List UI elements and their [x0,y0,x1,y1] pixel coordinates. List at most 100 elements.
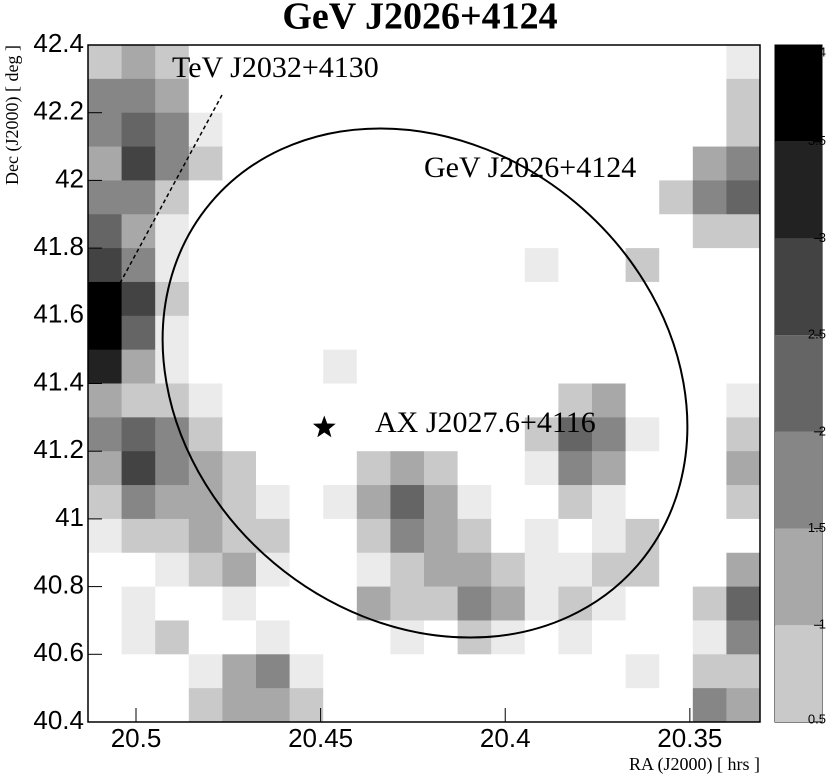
heatmap-cell [256,180,291,215]
heatmap-cell [558,112,593,148]
heatmap-cell [289,214,324,249]
heatmap-cell [491,281,526,317]
heatmap-cell [491,45,526,80]
heatmap-cell [88,281,123,317]
heatmap-cell [356,315,391,351]
heatmap-cell [356,620,391,655]
heatmap-cell [625,248,660,283]
heatmap-cell [726,45,761,80]
heatmap-cell [256,112,291,148]
y-tick-label: 42 [55,163,84,193]
colorbar-tick-label: 0.5 [808,711,826,726]
heatmap-cell [659,620,694,655]
colorbar-tick-label: 1.5 [808,520,826,535]
heatmap-cell [558,281,593,317]
heatmap-cell [188,417,223,452]
heatmap-cell [155,654,190,689]
heatmap-cell [457,485,492,520]
heatmap-cell [323,552,358,588]
heatmap-cell [88,45,123,80]
heatmap-cell [625,620,660,655]
heatmap-cell [659,281,694,317]
heatmap-cell [491,248,526,283]
heatmap-cell [692,349,727,384]
heatmap-cell [659,214,694,249]
heatmap-cell [222,688,257,723]
heatmap-cell [558,688,593,723]
heatmap-cell [88,349,123,384]
heatmap-cell [88,214,123,249]
x-tick-label: 20.45 [288,723,353,753]
heatmap-cell [88,451,123,486]
heatmap-cell [424,315,459,351]
heatmap-cell [558,146,593,181]
heatmap-cell [558,45,593,80]
colorbar-band [775,625,822,722]
heatmap-cell [592,112,627,148]
heatmap-cell [457,417,492,452]
heatmap-cell [424,383,459,418]
heatmap-cell [692,417,727,452]
x-tick-label: 20.5 [111,723,162,753]
x-tick-label: 20.35 [657,723,722,753]
heatmap-cell [155,518,190,554]
heatmap-cell [625,180,660,215]
heatmap-cell [692,214,727,249]
heatmap-cell [424,146,459,181]
heatmap-cell [692,112,727,148]
heatmap-cell [558,214,593,249]
heatmap-cell [625,383,660,418]
heatmap-cell [222,248,257,283]
heatmap-cell [491,112,526,148]
heatmap-cell [558,552,593,588]
heatmap-cell [256,586,291,621]
colorbar-band [775,45,822,142]
heatmap-cell [625,417,660,452]
pointer-line [111,94,223,299]
colorbar-tick-label: 4 [819,44,826,59]
heatmap-cell [222,112,257,148]
heatmap-cell [188,620,223,655]
heatmap-cell [390,552,425,588]
heatmap-cell [323,485,358,520]
heatmap-cell [88,315,123,351]
heatmap-cell [558,518,593,554]
heatmap-cell [524,688,559,723]
heatmap-cell [121,620,156,655]
heatmap-cell [222,417,257,452]
heatmap-cell [256,214,291,249]
heatmap-cell [592,180,627,215]
heatmap-cell [625,485,660,520]
heatmap-cell [726,281,761,317]
heatmap-cell [424,214,459,249]
heatmap-cell [726,383,761,418]
heatmap-cell [491,586,526,621]
heatmap-cell [558,349,593,384]
heatmap-cell [222,315,257,351]
heatmap-cell [256,451,291,486]
heatmap-cell [692,281,727,317]
heatmap-cell [491,383,526,418]
heatmap-cell [390,78,425,114]
heatmap-cell [121,214,156,249]
heatmap-cell [356,214,391,249]
heatmap-cell [491,620,526,655]
x-tick-label: 20.4 [480,723,531,753]
heatmap-cell [121,248,156,283]
heatmap-cell [692,518,727,554]
heatmap-cell [88,112,123,148]
heatmap-cell [188,654,223,689]
heatmap-cell [524,315,559,351]
heatmap-cell [592,417,627,452]
heatmap-cell [256,146,291,181]
heatmap-cell [289,45,324,80]
heatmap-cell [625,112,660,148]
annotation: AX J2027.6+4116 [375,406,596,439]
heatmap-cell [323,688,358,723]
annotation: GeV J2026+4124 [424,151,636,184]
heatmap-cell [726,688,761,723]
heatmap-cell [222,586,257,621]
heatmap-cell [356,180,391,215]
heatmap-cell [188,146,223,181]
heatmap-cell [390,586,425,621]
